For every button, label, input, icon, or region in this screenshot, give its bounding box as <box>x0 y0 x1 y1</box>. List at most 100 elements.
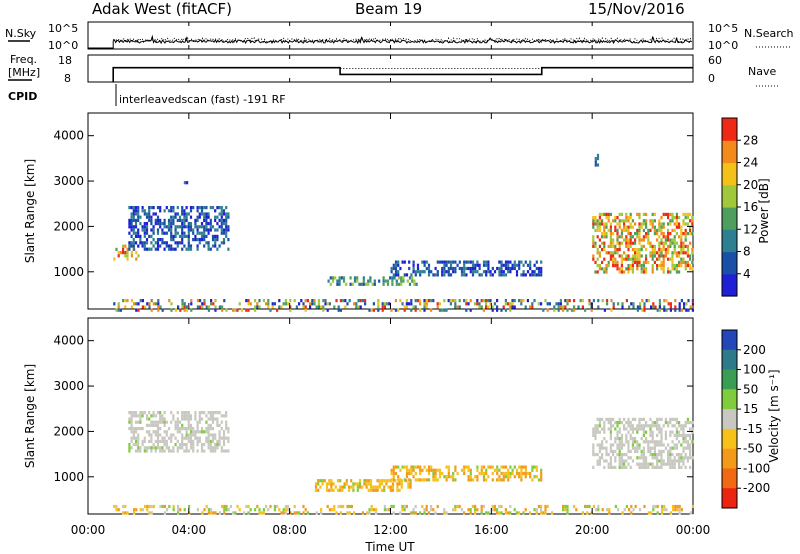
range-cell <box>273 508 276 512</box>
range-cell <box>675 241 678 245</box>
range-cell <box>623 251 626 255</box>
range-cell <box>143 449 146 453</box>
range-cell <box>176 244 179 248</box>
range-cell <box>566 299 569 303</box>
range-cell <box>625 437 628 441</box>
range-cell <box>674 299 677 303</box>
range-cell <box>651 453 654 457</box>
range-cell <box>627 462 630 466</box>
range-cell <box>540 260 543 264</box>
range-cell <box>154 449 157 453</box>
scatter-patch <box>113 299 694 312</box>
range-cell <box>601 508 604 512</box>
scatter-patch <box>128 411 230 453</box>
range-cell <box>598 225 601 229</box>
range-cell <box>438 260 442 264</box>
range-cell <box>594 270 597 274</box>
range-cell <box>200 417 204 421</box>
range-cell <box>192 238 195 242</box>
range-cell <box>124 251 127 255</box>
range-cell <box>526 471 530 476</box>
range-cell <box>372 508 375 512</box>
range-cell <box>609 462 612 466</box>
range-cell <box>380 488 384 492</box>
range-cell <box>172 449 175 453</box>
range-cell <box>498 511 501 515</box>
range-cell <box>216 222 219 226</box>
range-cell <box>605 235 608 239</box>
range-cell <box>214 417 217 421</box>
range-cell <box>621 511 624 515</box>
range-cell <box>196 420 199 424</box>
range-cell <box>662 264 665 268</box>
range-cell <box>174 443 177 447</box>
range-cell <box>397 465 400 469</box>
range-cell <box>686 264 689 268</box>
range-cell <box>605 449 608 453</box>
range-cell <box>629 437 632 441</box>
range-cell <box>336 279 339 283</box>
x-axis-label: Time UT <box>364 540 415 554</box>
range-cell <box>174 212 177 216</box>
range-cell <box>423 511 426 515</box>
range-cell <box>419 478 422 482</box>
range-cell <box>658 228 661 232</box>
range-cell <box>194 411 197 415</box>
range-cell <box>620 212 623 216</box>
range-cell <box>394 465 398 469</box>
range-cell <box>511 263 514 267</box>
range-cell <box>669 430 672 434</box>
range-cell <box>172 417 175 421</box>
scatter-patch <box>390 260 543 277</box>
range-cell <box>454 266 457 271</box>
range-cell <box>605 251 608 255</box>
range-cell <box>639 508 642 512</box>
range-cell <box>520 299 523 303</box>
range-cell <box>156 218 160 222</box>
range-cell <box>683 302 686 306</box>
range-cell <box>443 266 446 271</box>
colorbar-swatch <box>722 140 737 164</box>
range-cell <box>546 302 549 306</box>
range-cell <box>627 446 630 450</box>
range-cell <box>405 305 408 309</box>
range-cell <box>598 238 601 242</box>
y-tick-label: 3000 <box>53 379 84 393</box>
range-cell <box>651 222 654 226</box>
range-cell <box>605 264 608 268</box>
range-cell <box>678 225 681 229</box>
range-cell <box>181 417 184 421</box>
range-cell <box>332 488 335 492</box>
range-cell <box>161 449 164 453</box>
range-cell <box>597 305 600 309</box>
range-cell <box>645 257 648 261</box>
range-cell <box>362 279 365 283</box>
range-cell <box>636 212 639 216</box>
range-cell <box>280 305 283 309</box>
range-cell <box>152 414 155 418</box>
range-cell <box>183 181 186 185</box>
range-cell <box>684 216 687 220</box>
range-cell <box>137 254 140 258</box>
range-cell <box>133 302 136 306</box>
range-cell <box>200 234 204 238</box>
range-cell <box>413 282 416 286</box>
range-cell <box>674 305 677 309</box>
range-cell <box>500 471 503 476</box>
range-cell <box>354 482 357 486</box>
range-cell <box>629 238 632 242</box>
range-cell <box>605 225 608 229</box>
range-cell <box>612 238 615 242</box>
range-cell <box>189 215 193 219</box>
range-cell <box>341 488 344 492</box>
range-cell <box>645 299 648 303</box>
range-cell <box>183 414 186 418</box>
range-cell <box>691 232 694 236</box>
range-cell <box>152 302 155 306</box>
range-cell <box>222 222 226 226</box>
range-cell <box>684 251 687 255</box>
range-cell <box>498 266 501 271</box>
range-cell <box>553 308 556 312</box>
range-cell <box>443 475 446 479</box>
range-cell <box>662 267 665 271</box>
